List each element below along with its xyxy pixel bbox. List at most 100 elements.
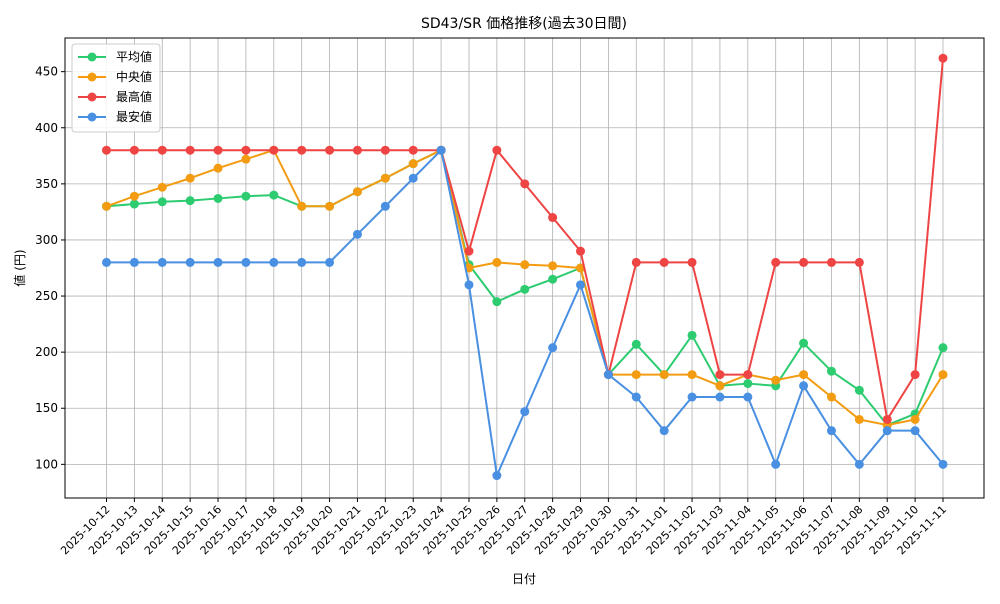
- data-point: [241, 191, 251, 201]
- legend-item: 最安値: [78, 109, 152, 124]
- data-point: [464, 246, 474, 256]
- legend-swatch-marker: [87, 112, 97, 122]
- data-point: [659, 370, 669, 380]
- data-point: [157, 182, 167, 192]
- data-point: [854, 459, 864, 469]
- y-tick-label: 100: [35, 457, 58, 471]
- data-point: [631, 370, 641, 380]
- data-point: [102, 145, 111, 155]
- data-point: [325, 257, 335, 267]
- data-point: [799, 370, 809, 380]
- data-point: [548, 274, 558, 284]
- data-point: [129, 191, 139, 201]
- data-point: [408, 159, 418, 169]
- data-point: [687, 370, 697, 380]
- data-point: [352, 187, 362, 197]
- data-point: [269, 145, 279, 155]
- legend-label: 最安値: [116, 109, 152, 124]
- data-point: [854, 414, 864, 424]
- data-point: [492, 471, 502, 481]
- data-point: [715, 392, 725, 402]
- data-point: [520, 179, 530, 189]
- legend-item: 中央値: [78, 69, 152, 84]
- data-point: [241, 145, 251, 155]
- data-point: [799, 257, 809, 267]
- data-point: [743, 370, 753, 380]
- data-point: [910, 370, 920, 380]
- legend-item: 平均値: [78, 49, 152, 64]
- data-point: [938, 53, 948, 63]
- series-layer: [102, 53, 948, 481]
- data-point: [325, 201, 335, 211]
- data-point: [213, 145, 223, 155]
- data-point: [241, 257, 251, 267]
- data-point: [854, 257, 864, 267]
- data-point: [297, 257, 307, 267]
- legend-swatch-marker: [87, 92, 97, 102]
- data-point: [826, 257, 836, 267]
- data-point: [352, 145, 362, 155]
- y-tick-label: 250: [35, 289, 58, 303]
- data-point: [380, 145, 390, 155]
- data-point: [882, 414, 892, 424]
- legend-item: 最高値: [78, 89, 152, 104]
- data-point: [715, 381, 725, 391]
- data-point: [938, 370, 948, 380]
- data-point: [129, 145, 139, 155]
- data-point: [492, 145, 502, 155]
- data-point: [213, 257, 223, 267]
- series-4: [102, 145, 948, 481]
- data-point: [743, 392, 753, 402]
- series-3: [102, 53, 948, 424]
- data-point: [659, 257, 669, 267]
- y-tick-label: 400: [35, 121, 58, 135]
- data-point: [241, 154, 251, 164]
- data-point: [631, 257, 641, 267]
- data-point: [129, 199, 139, 209]
- y-tick-label: 450: [35, 65, 58, 79]
- data-point: [185, 196, 195, 206]
- data-point: [269, 257, 279, 267]
- data-point: [576, 263, 586, 273]
- data-point: [771, 257, 781, 267]
- data-point: [548, 261, 558, 271]
- data-point: [380, 173, 390, 183]
- data-point: [799, 338, 809, 348]
- data-point: [631, 392, 641, 402]
- chart-title: SD43/SR 価格推移(過去30日間): [421, 16, 627, 32]
- y-axis-label: 値 (円): [12, 249, 27, 286]
- data-point: [157, 197, 167, 207]
- data-point: [408, 145, 418, 155]
- data-point: [185, 173, 195, 183]
- data-point: [687, 257, 697, 267]
- data-point: [157, 145, 167, 155]
- data-point: [548, 213, 558, 223]
- x-axis-label: 日付: [512, 572, 536, 586]
- data-point: [213, 193, 223, 203]
- legend-label: 最高値: [116, 89, 152, 104]
- data-point: [157, 257, 167, 267]
- data-point: [102, 257, 111, 267]
- data-point: [826, 426, 836, 436]
- data-point: [743, 379, 753, 389]
- legend-swatch-marker: [87, 72, 97, 82]
- data-point: [771, 459, 781, 469]
- data-point: [129, 257, 139, 267]
- data-point: [659, 426, 669, 436]
- data-point: [548, 343, 558, 353]
- y-tick-label: 200: [35, 345, 58, 359]
- data-point: [687, 392, 697, 402]
- data-point: [826, 366, 836, 376]
- legend-box: [71, 43, 161, 133]
- data-point: [631, 339, 641, 349]
- data-point: [185, 257, 195, 267]
- data-point: [799, 381, 809, 391]
- data-point: [102, 201, 111, 211]
- data-point: [185, 145, 195, 155]
- data-point: [352, 229, 362, 239]
- data-point: [520, 260, 530, 270]
- data-point: [492, 297, 502, 307]
- data-point: [408, 173, 418, 183]
